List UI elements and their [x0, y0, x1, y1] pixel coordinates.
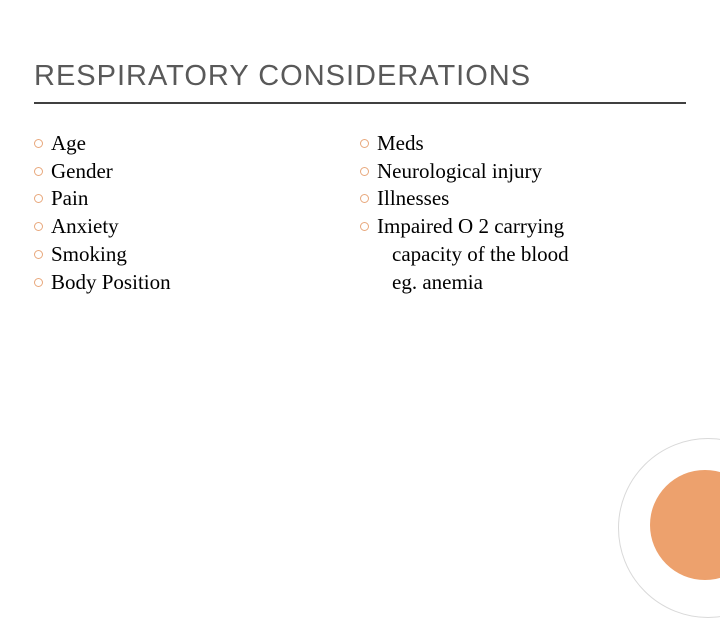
slide-title: RESPIRATORY CONSIDERATIONS [34, 60, 531, 93]
list-item: Meds [360, 130, 686, 158]
list-item-text: Meds [377, 130, 424, 158]
list-item-text: Gender [51, 158, 113, 186]
list-item: Neurological injury [360, 158, 686, 186]
bullet-icon [360, 222, 369, 231]
list-item-text: Pain [51, 185, 88, 213]
left-column: Age Gender Pain Anxiety Smoking Body Pos… [34, 130, 360, 296]
bullet-icon [34, 167, 43, 176]
bullet-icon [360, 167, 369, 176]
list-item: Body Position [34, 269, 360, 297]
list-item-text: Impaired O 2 carrying [377, 213, 564, 241]
content-area: Age Gender Pain Anxiety Smoking Body Pos… [34, 130, 686, 296]
title-underline [34, 102, 686, 104]
bullet-icon [34, 222, 43, 231]
list-item: Illnesses [360, 185, 686, 213]
list-item-text: Age [51, 130, 86, 158]
list-item-text: Body Position [51, 269, 171, 297]
list-item-text: Smoking [51, 241, 127, 269]
right-column: Meds Neurological injury Illnesses Impai… [360, 130, 686, 296]
bullet-icon [360, 194, 369, 203]
bullet-icon [34, 250, 43, 259]
list-item: Pain [34, 185, 360, 213]
bullet-icon [360, 139, 369, 148]
list-subline: eg. anemia [360, 269, 686, 297]
list-item: Impaired O 2 carrying [360, 213, 686, 241]
list-item-text: Neurological injury [377, 158, 542, 186]
bullet-icon [34, 139, 43, 148]
list-item-text: Illnesses [377, 185, 449, 213]
bullet-icon [34, 278, 43, 287]
list-item-text: Anxiety [51, 213, 119, 241]
list-item: Smoking [34, 241, 360, 269]
list-item: Anxiety [34, 213, 360, 241]
list-item: Age [34, 130, 360, 158]
list-subline: capacity of the blood [360, 241, 686, 269]
list-item: Gender [34, 158, 360, 186]
bullet-icon [34, 194, 43, 203]
